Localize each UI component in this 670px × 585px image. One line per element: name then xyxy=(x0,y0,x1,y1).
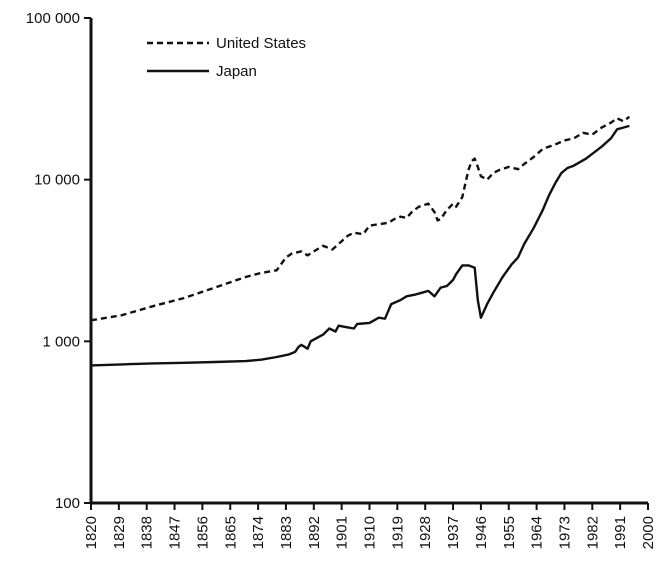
x-tick-label: 1991 xyxy=(612,516,629,549)
y-ticks: 100 1 000 10 000 100 000 xyxy=(26,10,91,512)
y-tick-label: 100 xyxy=(55,495,80,512)
x-tick-label: 1973 xyxy=(556,516,573,549)
x-tick-label: 1901 xyxy=(334,516,351,549)
x-tick-label: 1964 xyxy=(529,516,546,549)
legend: United States Japan xyxy=(147,35,306,80)
legend-label: Japan xyxy=(216,63,257,80)
x-tick-label: 1946 xyxy=(473,516,490,549)
x-tick-label: 1892 xyxy=(306,516,323,549)
x-tick-label: 1928 xyxy=(417,516,434,549)
x-tick-label: 1838 xyxy=(139,516,156,549)
x-tick-label: 1874 xyxy=(250,516,267,549)
legend-label: United States xyxy=(216,35,306,52)
x-tick-label: 1856 xyxy=(194,516,211,549)
plot-area xyxy=(90,115,631,367)
x-tick-label: 1829 xyxy=(111,516,128,549)
x-tick-label: 1955 xyxy=(501,516,518,549)
x-ticks: 1820 1829 1838 1847 1856 1865 1874 1883 1892 1901… xyxy=(83,503,657,549)
series-line-japan xyxy=(90,124,630,367)
series-line-united-states xyxy=(90,115,631,322)
x-tick-label: 1937 xyxy=(445,516,462,549)
axes xyxy=(89,18,648,505)
x-tick-label: 1847 xyxy=(167,516,184,549)
x-tick-label: 1919 xyxy=(389,516,406,549)
y-tick-label: 10 000 xyxy=(34,172,80,189)
x-tick-label: 1865 xyxy=(222,516,239,549)
x-tick-label: 1883 xyxy=(278,516,295,549)
x-tick-label: 1820 xyxy=(83,516,100,549)
y-tick-label: 1 000 xyxy=(42,333,80,350)
x-tick-label: 1982 xyxy=(584,516,601,549)
x-tick-label: 1910 xyxy=(362,516,379,549)
y-tick-label: 100 000 xyxy=(26,10,80,27)
x-tick-label: 2000 xyxy=(640,516,657,549)
